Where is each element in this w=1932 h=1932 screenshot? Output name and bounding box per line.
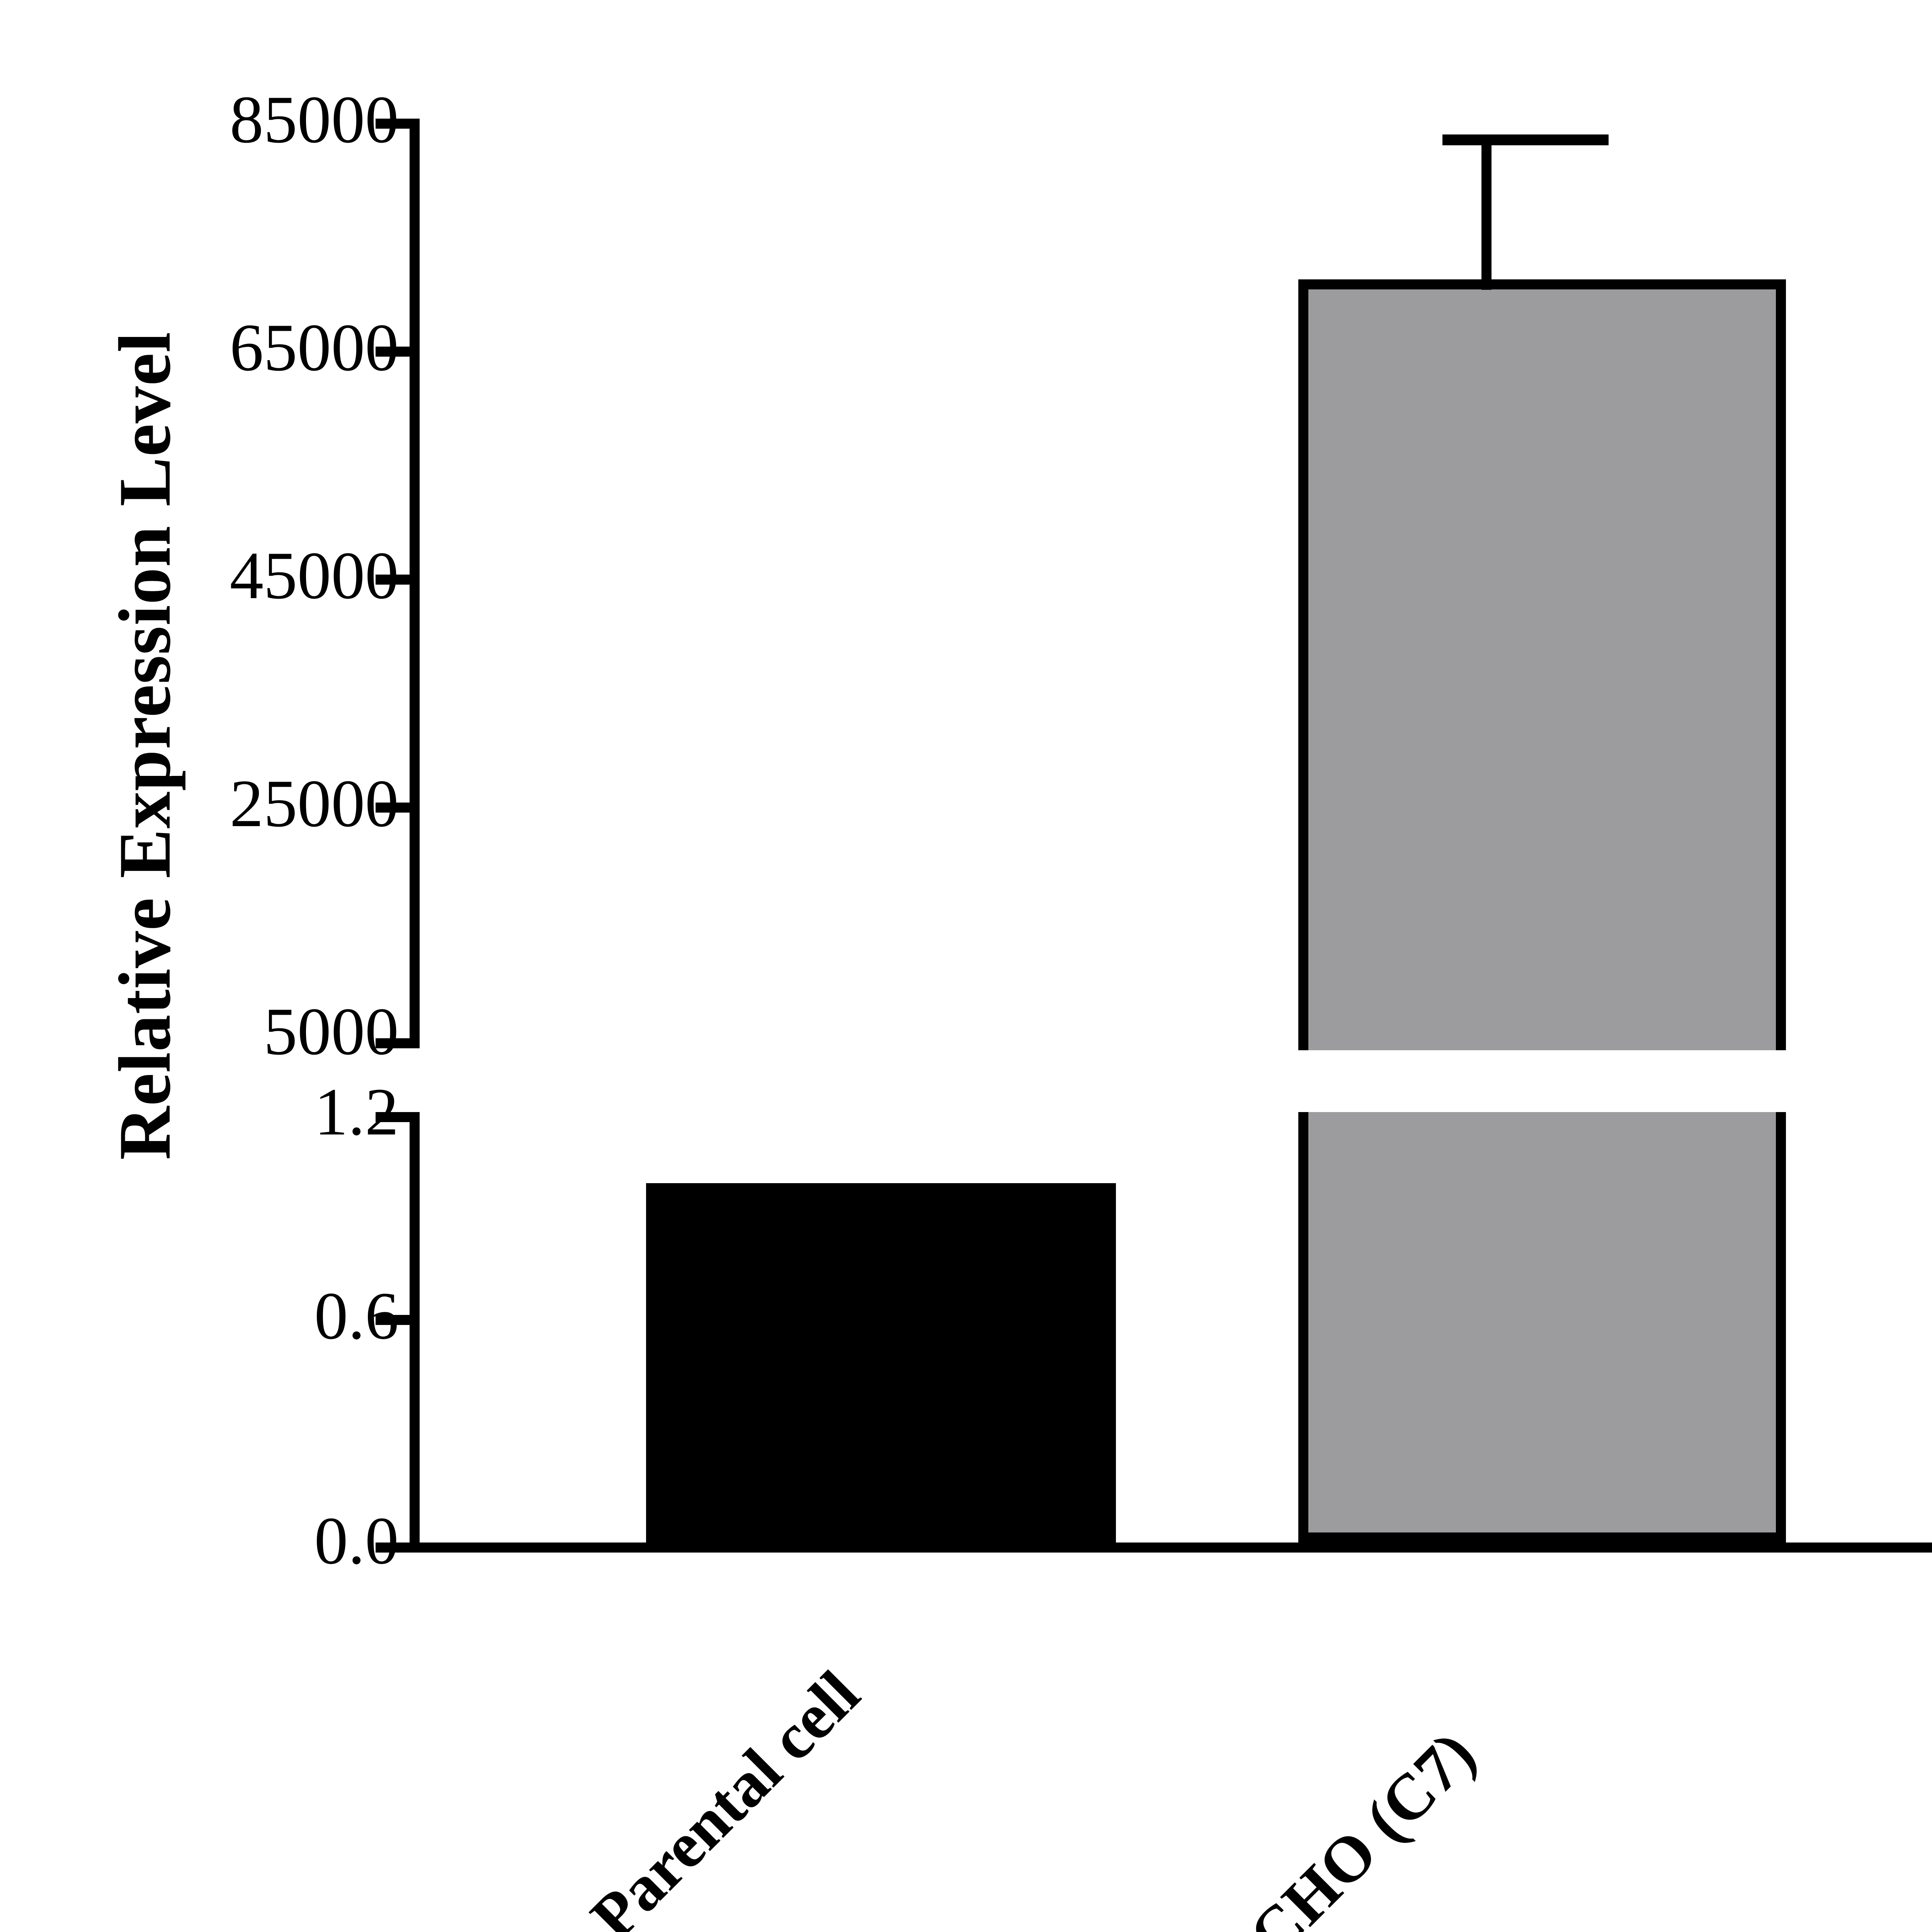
y-tick-label-45000: 45000: [230, 538, 399, 613]
y-tick-label-25000: 25000: [230, 766, 399, 841]
y-tick-mark-1-2: [376, 1112, 410, 1122]
y-axis-lower-spine: [410, 1112, 420, 1553]
bar-mc1r-cre-luc-upper[interactable]: [1298, 279, 1786, 1050]
y-tick-label-85000: 85000: [230, 82, 399, 157]
y-axis-title: Relative Expression Level: [104, 332, 186, 1160]
y-axis-upper-spine: [410, 119, 420, 1048]
bar-mc1r-cre-luc-lower[interactable]: [1298, 1112, 1786, 1543]
x-category-label-mc1r-cre-luc-cho-c7: MC1R CRE-LUC CHO (C7): [871, 1718, 1489, 1932]
error-bar-cap: [1442, 134, 1609, 145]
y-tick-mark-65000: [376, 347, 410, 357]
y-tick-label-1-2: 1.2: [314, 1074, 399, 1149]
x-axis-baseline: [410, 1543, 1932, 1553]
y-tick-mark-45000: [376, 575, 410, 585]
y-tick-mark-0-6: [376, 1315, 410, 1325]
y-tick-mark-85000: [376, 119, 410, 129]
y-tick-mark-25000: [376, 803, 410, 813]
error-bar-stem: [1481, 135, 1492, 290]
x-category-label-parental-cell: Parental cell: [577, 1657, 873, 1932]
y-tick-label-65000: 65000: [230, 310, 399, 385]
y-tick-mark-0-0: [376, 1543, 410, 1553]
bar-parental-cell[interactable]: [646, 1183, 1116, 1543]
y-tick-label-0-0: 0.0: [314, 1503, 399, 1578]
y-tick-mark-5000: [376, 1038, 410, 1048]
y-tick-label-5000: 5000: [264, 994, 399, 1069]
